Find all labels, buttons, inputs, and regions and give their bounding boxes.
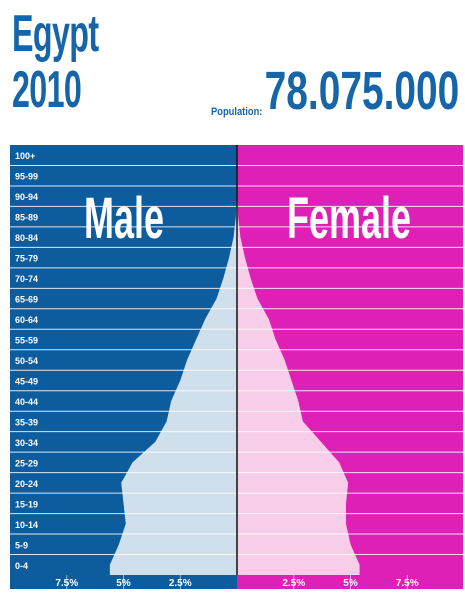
year-title: 2010 [12,61,82,119]
country-title: Egypt [12,5,99,63]
x-tick-label: 5% [343,578,358,589]
female-series-name: Female [287,186,411,251]
age-group-label: 70-74 [15,274,38,284]
age-group-label: 95-99 [15,172,38,182]
age-group-label: 5-9 [15,540,28,550]
x-tick-label: 2.5% [169,578,192,589]
age-group-label: 90-94 [15,192,38,202]
x-tick-label: 5% [116,578,131,589]
male-series-name: Male [84,186,164,251]
age-group-label: 20-24 [15,479,38,489]
male-series-area [109,148,237,575]
age-group-label: 45-49 [15,376,38,386]
age-group-label: 35-39 [15,417,38,427]
age-group-label: 75-79 [15,254,38,264]
x-tick-label: 7.5% [396,578,419,589]
age-group-label: 30-34 [15,438,38,448]
age-group-label: 80-84 [15,233,38,243]
age-group-label: 0-4 [15,561,28,571]
x-tick-label: 7.5% [55,578,78,589]
population-label: Population: [211,106,263,118]
age-group-label: 85-89 [15,213,38,223]
age-group-label: 25-29 [15,458,38,468]
x-tick-label: 2.5% [282,578,305,589]
age-group-label: 100+ [15,151,35,161]
age-group-label: 15-19 [15,499,38,509]
age-group-label: 60-64 [15,315,38,325]
age-group-label: 10-14 [15,520,38,530]
age-group-label: 40-44 [15,397,38,407]
age-group-label: 50-54 [15,356,38,366]
age-group-label: 55-59 [15,336,38,346]
population-value: 78.075.000 [264,61,459,121]
age-group-label: 65-69 [15,295,38,305]
female-series-area [237,148,360,575]
